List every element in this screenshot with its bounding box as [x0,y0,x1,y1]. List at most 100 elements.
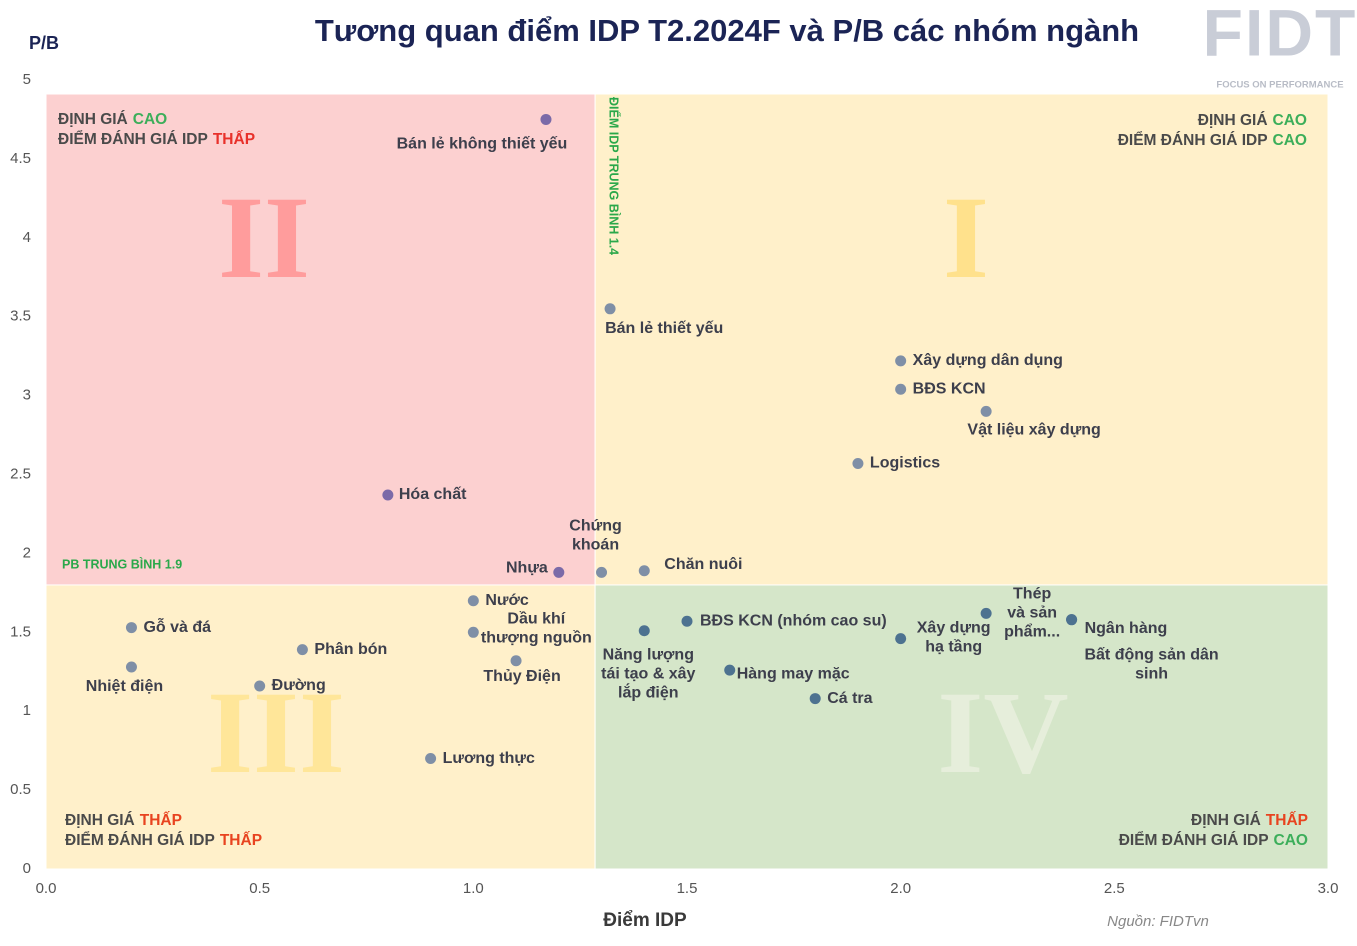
label-part: THẤP [213,131,255,148]
label-part: CAO [1274,832,1308,849]
point [125,661,137,673]
quadrant-label: ĐIỂM ĐÁNH GIÁ IDP THẤP [65,831,262,849]
quadrant-label: ĐIỂM ĐÁNH GIÁ IDP CAO [1119,831,1308,849]
point [638,625,650,637]
label-part: ĐIỂM ĐÁNH GIÁ IDP [58,130,208,148]
quadrant-label: ĐỊNH GIÁ THẤP [65,812,182,829]
point-label: Hóa chất [399,486,467,503]
y-tick-label: 3 [23,387,31,404]
divider-label: PB TRUNG BÌNH 1.9 [62,556,182,571]
label-part: THẤP [1266,812,1308,829]
label-line: Năng lượng [603,647,694,664]
point-label: BĐS KCN [913,381,986,398]
quadrant-label: ĐIỂM ĐÁNH GIÁ IDP THẤP [58,130,255,148]
point-label: Nhiệt điện [86,678,163,695]
point [510,655,522,667]
point-label: Chăn nuôi [664,556,742,573]
label-line: Thép [1013,586,1051,603]
label-line: phẩm... [1004,623,1060,641]
point [425,753,437,765]
point-label: Xây dựng dân dụng [913,352,1063,369]
point [254,680,266,692]
y-tick-label: 3.5 [10,308,31,325]
label-part: THẤP [220,832,262,849]
label-line: Dầu khí [507,611,565,628]
point-label: BĐS KCN (nhóm cao su) [700,612,887,629]
label-line: Bất động sản dân [1084,647,1218,664]
label-line: lắp điện [618,683,678,702]
point [852,457,864,469]
point [638,565,650,577]
x-axis-title: Điểm IDP [603,910,687,931]
point [980,405,992,417]
x-tick-label: 0.5 [249,880,270,897]
label-line: và sản [1007,605,1057,622]
label-line: Xây dựng [917,620,991,637]
label-part: ĐỊNH GIÁ [65,812,135,829]
label-line: khoán [572,537,619,554]
point-label: Bán lẻ không thiết yếu [397,136,568,153]
point [895,383,907,395]
point [553,566,565,578]
label-part: CAO [133,111,167,128]
point-label: Vật liệu xây dựng [967,422,1100,439]
quadrant [594,93,1329,586]
point-label: Nhựa [506,560,548,577]
source: Nguồn: FIDTvn [1107,913,1209,930]
point [604,303,616,315]
point-label: Cá tra [827,690,872,707]
point [980,607,992,619]
label-part: ĐỊNH GIÁ [1191,812,1261,829]
point-label: Đường [272,677,326,694]
point [724,664,736,676]
y-tick-label: 2.5 [10,465,31,482]
point-label: Bán lẻ thiết yếu [605,320,723,337]
label-part: CAO [1273,112,1307,129]
point-label: Gỗ và đá [143,617,211,636]
label-part: ĐIỂM ĐÁNH GIÁ IDP [1119,831,1269,849]
point [809,693,821,705]
label-part: ĐỊNH GIÁ [58,111,128,128]
point-label: Thủy Điện [483,668,560,685]
divider-label: ĐIỂM IDP TRUNG BÌNH 1.4 [607,97,622,255]
label-line: thượng nguồn [481,630,592,647]
point-label: Xây dựng hạ tầng [917,620,991,656]
point [296,644,308,656]
point-label: Hàng may mặc [737,665,850,682]
quadrant [594,584,1329,870]
point-label: Logistics [870,455,940,472]
x-tick-label: 3.0 [1318,880,1339,897]
point-label: Bất động sản dân sinh [1084,647,1218,683]
quadrant [45,584,596,870]
point [467,626,479,638]
point-label: Ngân hàng [1085,620,1168,637]
point [1066,614,1078,626]
x-tick-label: 2.0 [890,880,911,897]
label-line: sinh [1135,666,1168,683]
quadrant-label: ĐỊNH GIÁ CAO [58,111,167,128]
label-part: THẤP [140,812,182,829]
y-axis-title: P/B [29,33,59,53]
y-tick-label: 0 [23,860,31,877]
x-tick-label: 2.5 [1104,880,1125,897]
quadrant-numeral: III [207,667,345,798]
quadrant-numeral: II [218,172,310,303]
y-tick-label: 1 [23,702,31,719]
point [125,622,137,634]
point-label: Năng lượng tái tạo & xây lắp điện [601,647,695,702]
quadrant-label: ĐỊNH GIÁ THẤP [1191,812,1308,829]
y-tick-label: 4.5 [10,150,31,167]
point-label: Phân bón [314,641,387,658]
point [895,355,907,367]
point [540,113,552,125]
logo: FIDT [1203,0,1357,69]
point-label: Chứng khoán [569,518,621,554]
x-tick-label: 0.0 [36,880,57,897]
x-tick-label: 1.5 [677,880,698,897]
point-label: Thép và sản phẩm... [1004,586,1060,641]
quadrant-numeral: I [943,172,989,303]
quadrant-label: ĐỊNH GIÁ CAO [1198,112,1307,129]
chart-title: Tương quan điểm IDP T2.2024F và P/B các … [315,13,1139,48]
